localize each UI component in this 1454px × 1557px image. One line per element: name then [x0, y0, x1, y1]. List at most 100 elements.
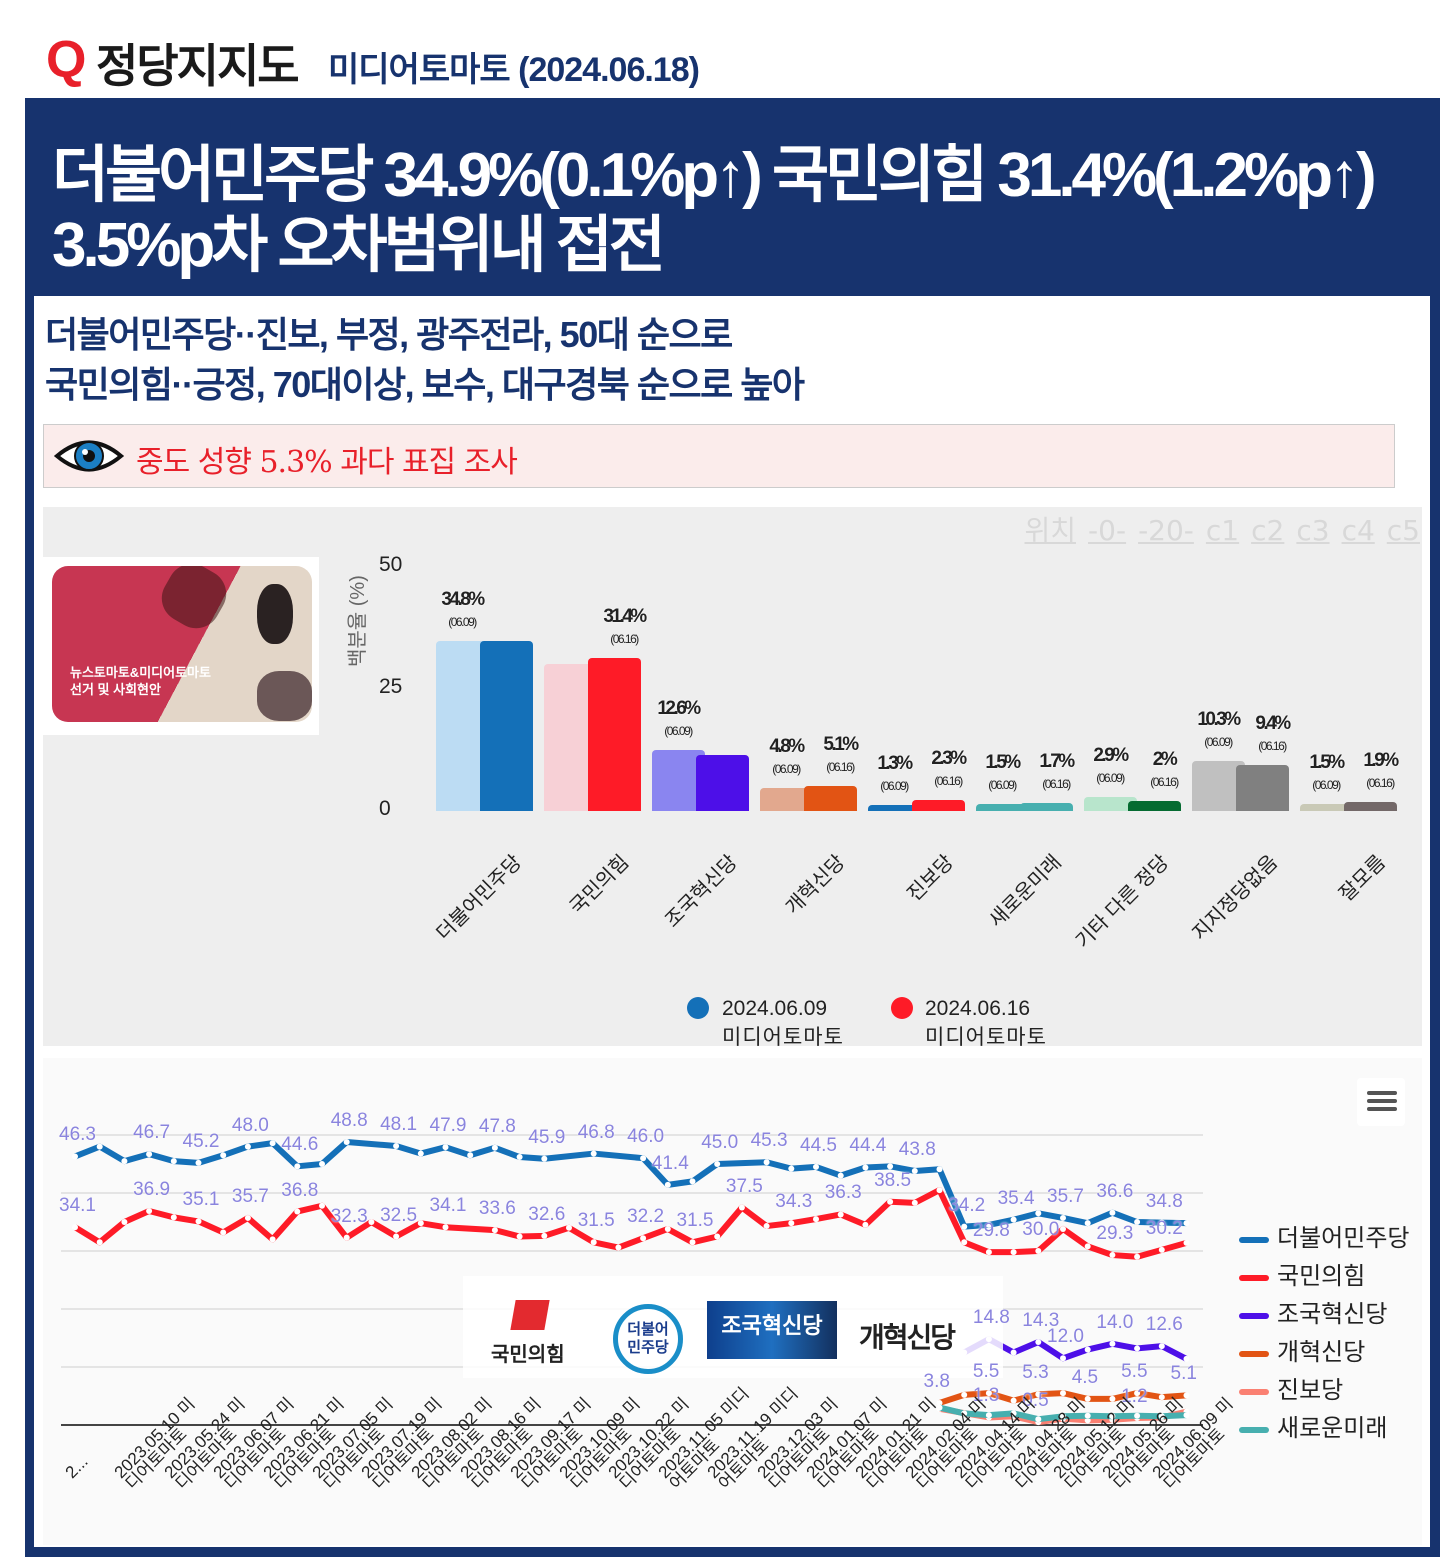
- data-point[interactable]: [689, 1178, 696, 1185]
- data-point[interactable]: [1158, 1413, 1165, 1420]
- data-point[interactable]: [1010, 1397, 1017, 1404]
- data-point[interactable]: [1134, 1219, 1141, 1225]
- data-point[interactable]: [220, 1152, 227, 1159]
- data-point[interactable]: [1183, 1220, 1190, 1227]
- data-point[interactable]: [343, 1138, 350, 1145]
- data-point[interactable]: [1158, 1246, 1165, 1253]
- link-c1[interactable]: c1: [1205, 514, 1240, 547]
- hamburger-menu-icon[interactable]: [1357, 1078, 1405, 1126]
- data-point[interactable]: [467, 1152, 474, 1159]
- data-point[interactable]: [195, 1159, 202, 1166]
- data-point[interactable]: [121, 1219, 128, 1225]
- data-point[interactable]: [1060, 1225, 1066, 1232]
- data-point[interactable]: [1183, 1412, 1190, 1419]
- data-point[interactable]: [936, 1166, 943, 1173]
- data-point[interactable]: [813, 1163, 819, 1170]
- data-point[interactable]: [319, 1161, 325, 1167]
- data-point[interactable]: [1158, 1394, 1165, 1401]
- data-point[interactable]: [516, 1154, 523, 1161]
- legend-item-조국혁신당[interactable]: 조국혁신당: [1239, 1294, 1387, 1329]
- data-point[interactable]: [1134, 1345, 1141, 1352]
- data-point[interactable]: [738, 1204, 745, 1211]
- data-point[interactable]: [590, 1150, 597, 1157]
- data-point[interactable]: [269, 1236, 276, 1243]
- link-c2[interactable]: c2: [1251, 514, 1285, 547]
- data-point[interactable]: [1134, 1253, 1141, 1260]
- data-point[interactable]: [936, 1187, 943, 1194]
- data-point[interactable]: [985, 1221, 992, 1228]
- data-point[interactable]: [72, 1153, 78, 1160]
- data-point[interactable]: [837, 1172, 844, 1179]
- data-point[interactable]: [1035, 1416, 1042, 1423]
- data-point[interactable]: [1035, 1248, 1042, 1254]
- data-point[interactable]: [788, 1165, 795, 1172]
- data-point[interactable]: [1183, 1239, 1190, 1246]
- data-point[interactable]: [220, 1229, 227, 1236]
- data-point[interactable]: [961, 1223, 968, 1230]
- data-point[interactable]: [1158, 1343, 1165, 1350]
- data-point[interactable]: [961, 1410, 968, 1417]
- data-point[interactable]: [911, 1167, 918, 1174]
- data-point[interactable]: [985, 1412, 992, 1419]
- promo-banner[interactable]: 뉴스토마토&미디어토마토 선거 및 사회현안: [43, 557, 319, 735]
- data-point[interactable]: [393, 1233, 400, 1240]
- data-point[interactable]: [170, 1214, 177, 1221]
- data-point[interactable]: [862, 1164, 869, 1171]
- data-point[interactable]: [763, 1159, 770, 1166]
- legend-item-새로운미래[interactable]: 새로운미래: [1239, 1408, 1387, 1443]
- data-point[interactable]: [1010, 1410, 1017, 1417]
- data-point[interactable]: [689, 1239, 696, 1246]
- data-point[interactable]: [887, 1163, 894, 1170]
- data-point[interactable]: [640, 1235, 647, 1242]
- data-point[interactable]: [1060, 1390, 1066, 1397]
- legend-item-국민의힘[interactable]: 국민의힘: [1239, 1256, 1365, 1291]
- data-point[interactable]: [813, 1216, 819, 1223]
- data-point[interactable]: [1183, 1355, 1190, 1362]
- data-point[interactable]: [664, 1225, 671, 1232]
- legend-item-진보당[interactable]: 진보당: [1239, 1370, 1343, 1405]
- data-point[interactable]: [442, 1144, 449, 1151]
- data-point[interactable]: [541, 1155, 548, 1162]
- data-point[interactable]: [96, 1239, 103, 1246]
- data-point[interactable]: [417, 1150, 424, 1157]
- data-point[interactable]: [1060, 1355, 1066, 1362]
- data-point[interactable]: [1084, 1346, 1091, 1353]
- data-point[interactable]: [294, 1208, 301, 1215]
- data-point[interactable]: [491, 1144, 498, 1151]
- data-point[interactable]: [491, 1227, 498, 1234]
- data-point[interactable]: [442, 1224, 449, 1231]
- data-point[interactable]: [146, 1207, 153, 1214]
- data-point[interactable]: [146, 1151, 153, 1158]
- data-point[interactable]: [1134, 1390, 1141, 1397]
- data-point[interactable]: [516, 1233, 523, 1240]
- data-point[interactable]: [1060, 1214, 1066, 1221]
- data-point[interactable]: [1084, 1412, 1091, 1419]
- data-point[interactable]: [788, 1220, 795, 1227]
- data-point[interactable]: [1109, 1209, 1116, 1216]
- data-point[interactable]: [417, 1220, 424, 1227]
- data-point[interactable]: [1134, 1412, 1141, 1419]
- link-c5[interactable]: c5: [1386, 514, 1420, 547]
- data-point[interactable]: [1010, 1249, 1017, 1256]
- data-point[interactable]: [1060, 1413, 1066, 1420]
- data-point[interactable]: [1183, 1392, 1190, 1399]
- data-point[interactable]: [195, 1218, 202, 1225]
- data-point[interactable]: [763, 1223, 770, 1230]
- data-point[interactable]: [1084, 1395, 1091, 1402]
- data-point[interactable]: [269, 1140, 276, 1147]
- data-point[interactable]: [368, 1219, 375, 1225]
- data-point[interactable]: [1109, 1413, 1116, 1420]
- link-position[interactable]: 위치: [1024, 514, 1077, 547]
- data-point[interactable]: [1035, 1391, 1042, 1398]
- data-point[interactable]: [1109, 1252, 1116, 1259]
- data-point[interactable]: [121, 1158, 128, 1165]
- data-point[interactable]: [936, 1399, 943, 1406]
- data-point[interactable]: [862, 1221, 869, 1228]
- data-point[interactable]: [961, 1239, 968, 1246]
- link-20[interactable]: -20-: [1138, 514, 1194, 547]
- data-point[interactable]: [837, 1211, 844, 1218]
- link-c3[interactable]: c3: [1296, 514, 1330, 547]
- data-point[interactable]: [664, 1181, 671, 1188]
- data-point[interactable]: [985, 1249, 992, 1256]
- data-point[interactable]: [72, 1224, 78, 1231]
